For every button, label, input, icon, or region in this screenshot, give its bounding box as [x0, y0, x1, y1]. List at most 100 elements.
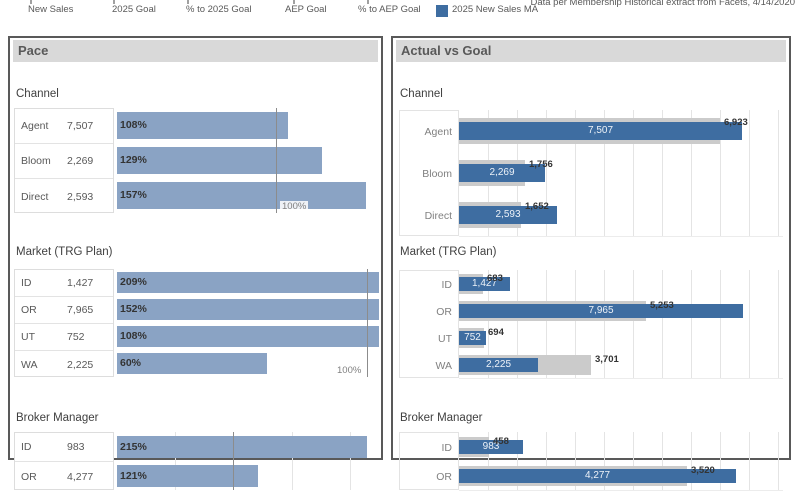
series-legend-label[interactable]: 2025 New Sales MA [452, 4, 539, 15]
pct-to-goal-label: 60% [120, 357, 142, 369]
actual-vs-goal-plot-1: 7,507 6,923 2,269 1,756 2,593 1,652 [459, 110, 783, 237]
gridline [662, 110, 663, 236]
goal-value-label: 5,253 [650, 299, 674, 311]
category-column: ID OR UT WA [399, 270, 459, 378]
section-title-market-trg-plan-: Market (TRG Plan) [16, 246, 113, 258]
goal-value-label: 3,520 [691, 464, 715, 476]
category-row: Direct [400, 195, 458, 237]
gridline [778, 432, 779, 490]
actual-vs-goal-panel: Actual vs Goal Channel Agent Bloom Direct 7,… [391, 36, 791, 491]
gridline [720, 270, 721, 378]
category-row: ID [400, 433, 458, 462]
category-column: ID 983 OR 4,277 [14, 432, 114, 490]
data-source-note: Data per Membership Historical extract f… [530, 0, 795, 8]
pct-to-goal-label: 215% [120, 440, 147, 453]
section-title-broker-manager: Broker Manager [16, 412, 99, 424]
gridline [633, 270, 634, 378]
category-label: UT [438, 332, 452, 345]
new-sales-value: 1,427 [67, 277, 94, 289]
category-label: Agent [21, 120, 49, 132]
category-row: Direct 2,593 [15, 179, 113, 214]
pct-to-goal-bar[interactable] [117, 326, 379, 347]
new-sales-value: 2,225 [67, 358, 94, 371]
goal-value-label: 694 [488, 326, 504, 338]
actual-bar[interactable] [459, 164, 545, 182]
new-sales-value: 2,269 [67, 155, 94, 167]
actual-bar[interactable] [459, 303, 743, 318]
legend-item-aep-goal[interactable]: AEP Goal [285, 4, 327, 15]
category-column: ID 1,427 OR 7,965 UT 752 WA 2,225 [14, 269, 114, 377]
pct-to-goal-label: 152% [120, 303, 147, 315]
category-row: Agent [400, 111, 458, 153]
goal-value-label: 3,701 [595, 353, 619, 365]
category-row: WA [400, 352, 458, 379]
category-column: Agent Bloom Direct [399, 110, 459, 236]
reference-line-100pct [276, 108, 277, 213]
actual-bar[interactable] [459, 357, 538, 372]
gridline [749, 270, 750, 378]
reference-line-label: 100% [280, 201, 309, 212]
category-label: Agent [424, 126, 452, 138]
gridline [778, 110, 779, 236]
category-row: OR 7,965 [15, 297, 113, 324]
gridline [575, 110, 576, 236]
pace-plot-1: 108% 129% 157% 100% [117, 108, 379, 213]
category-row: OR [400, 298, 458, 325]
actual-value-label: 1,427 [471, 277, 498, 289]
category-row: WA 2,225 [15, 351, 113, 378]
pace-plot-2: 209% 152% 108% 60% 100% [117, 269, 379, 377]
category-label: OR [21, 470, 37, 483]
goal-value-label: 6,923 [724, 117, 748, 128]
actual-value-label: 2,593 [495, 209, 521, 220]
category-row: UT [400, 325, 458, 352]
pct-to-goal-bar[interactable] [117, 299, 379, 320]
category-row: ID 1,427 [15, 270, 113, 297]
category-row: UT 752 [15, 324, 113, 351]
pct-to-goal-label: 121% [120, 469, 147, 482]
legend-tick [367, 0, 369, 4]
gridline [517, 270, 518, 378]
actual-bar[interactable] [459, 206, 557, 224]
legend-item-2025-goal[interactable]: 2025 Goal [112, 4, 156, 15]
actual-value-label: 752 [464, 331, 481, 343]
pct-to-goal-bar[interactable] [117, 272, 379, 293]
pct-to-goal-bar[interactable] [117, 182, 366, 209]
actual-bar[interactable] [459, 330, 486, 345]
pct-to-goal-bar[interactable] [117, 353, 267, 374]
actual-bar[interactable] [459, 276, 510, 291]
category-row: Bloom [400, 153, 458, 195]
actual-value-label: 2,269 [489, 167, 515, 178]
section-title-broker-manager: Broker Manager [400, 412, 483, 424]
pct-to-goal-bar[interactable] [117, 147, 322, 174]
gridline [604, 270, 605, 378]
legend-tick [187, 0, 189, 4]
series-legend-swatch-icon[interactable] [436, 5, 448, 17]
category-label: ID [21, 441, 32, 453]
gridline [546, 270, 547, 378]
actual-vs-goal-plot-2: 1,427 683 7,965 5,253 752 694 2,225 3,701 [459, 270, 783, 379]
category-label: ID [441, 441, 453, 454]
actual-bar[interactable] [459, 122, 742, 140]
legend-item-pct-2025-goal[interactable]: % to 2025 Goal [186, 4, 252, 15]
pace-plot-3: 215% 121% [117, 432, 379, 490]
pct-to-goal-label: 157% [120, 189, 147, 201]
category-label: OR [436, 470, 452, 483]
category-label: UT [21, 331, 35, 343]
pace-panel-title: Pace [13, 40, 378, 62]
category-label: Direct [21, 190, 49, 203]
category-label: Direct [424, 210, 452, 222]
pct-to-goal-label: 209% [120, 276, 147, 288]
pct-to-goal-label: 129% [120, 154, 147, 166]
pct-to-goal-bar[interactable] [117, 112, 288, 139]
section-title-channel: Channel [400, 88, 443, 100]
pct-to-goal-bar[interactable] [117, 435, 367, 458]
new-sales-value: 2,593 [67, 190, 94, 203]
category-label: Bloom [21, 155, 51, 167]
legend-item-pct-aep-goal[interactable]: % to AEP Goal [358, 4, 421, 15]
legend-item-new-sales[interactable]: New Sales [28, 4, 74, 15]
actual-value-label: 7,507 [587, 125, 614, 136]
category-column: ID OR [399, 432, 459, 490]
actual-value-label: 7,965 [588, 304, 614, 316]
gridline [546, 110, 547, 236]
reference-line-100pct [233, 432, 234, 490]
